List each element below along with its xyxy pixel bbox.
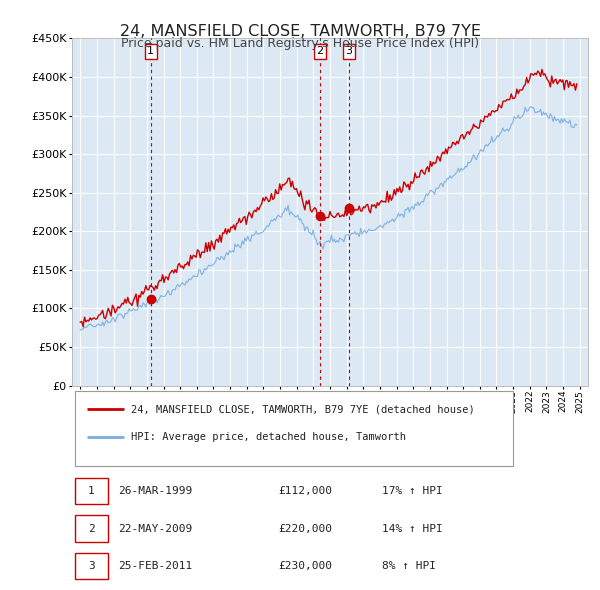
Text: 3: 3 xyxy=(88,561,95,571)
Text: 3: 3 xyxy=(345,47,352,57)
Text: 24, MANSFIELD CLOSE, TAMWORTH, B79 7YE (detached house): 24, MANSFIELD CLOSE, TAMWORTH, B79 7YE (… xyxy=(131,405,475,414)
Text: 26-MAR-1999: 26-MAR-1999 xyxy=(118,486,193,496)
FancyBboxPatch shape xyxy=(74,553,108,579)
Text: 17% ↑ HPI: 17% ↑ HPI xyxy=(382,486,442,496)
FancyBboxPatch shape xyxy=(74,478,108,504)
Text: 2: 2 xyxy=(88,523,95,533)
Text: 8% ↑ HPI: 8% ↑ HPI xyxy=(382,561,436,571)
Text: 1: 1 xyxy=(88,486,95,496)
Text: HPI: Average price, detached house, Tamworth: HPI: Average price, detached house, Tamw… xyxy=(131,432,406,442)
FancyBboxPatch shape xyxy=(74,391,513,466)
Text: 24, MANSFIELD CLOSE, TAMWORTH, B79 7YE: 24, MANSFIELD CLOSE, TAMWORTH, B79 7YE xyxy=(119,24,481,38)
Text: 22-MAY-2009: 22-MAY-2009 xyxy=(118,523,193,533)
Text: 25-FEB-2011: 25-FEB-2011 xyxy=(118,561,193,571)
FancyBboxPatch shape xyxy=(74,516,108,542)
Text: 14% ↑ HPI: 14% ↑ HPI xyxy=(382,523,442,533)
Text: £112,000: £112,000 xyxy=(278,486,332,496)
Text: Price paid vs. HM Land Registry's House Price Index (HPI): Price paid vs. HM Land Registry's House … xyxy=(121,37,479,50)
Text: 1: 1 xyxy=(147,47,154,57)
Text: £230,000: £230,000 xyxy=(278,561,332,571)
Text: £220,000: £220,000 xyxy=(278,523,332,533)
Text: 2: 2 xyxy=(316,47,323,57)
